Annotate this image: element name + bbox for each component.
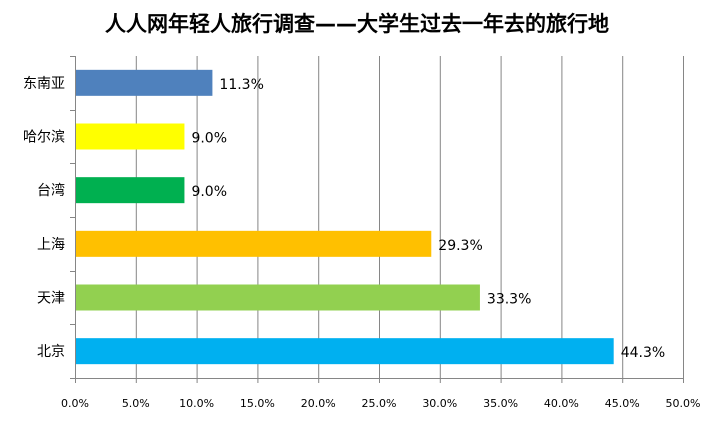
data-label: 44.3% (621, 345, 665, 361)
bar-北京 (76, 338, 614, 365)
category-label: 哈尔滨 (23, 130, 65, 146)
bar-台湾 (76, 177, 185, 204)
category-label: 北京 (37, 344, 65, 360)
x-tick-label: 20.0% (301, 397, 336, 410)
data-label: 29.3% (438, 238, 482, 254)
x-tick-label: 25.0% (362, 397, 397, 410)
category-label: 天津 (37, 291, 65, 307)
category-label: 台湾 (37, 182, 65, 199)
data-label: 9.0% (191, 184, 227, 200)
x-tick-label: 5.0% (122, 397, 150, 410)
category-label: 东南亚 (23, 76, 65, 92)
data-label: 11.3% (219, 77, 263, 93)
category-label: 上海 (37, 237, 65, 253)
data-label: 33.3% (487, 292, 531, 308)
data-label: 9.0% (191, 131, 227, 147)
x-tick-label: 40.0% (544, 397, 579, 410)
x-tick-label: 0.0% (61, 397, 89, 410)
bar-东南亚 (76, 69, 213, 96)
x-tick-label: 30.0% (422, 397, 457, 410)
x-tick-label: 15.0% (240, 397, 275, 410)
bar-哈尔滨 (76, 123, 185, 150)
bar-上海 (76, 230, 432, 257)
x-tick-label: 10.0% (179, 397, 214, 410)
x-tick-label: 45.0% (605, 397, 640, 410)
chart-title: 人人网年轻人旅行调查——大学生过去一年去的旅行地 (105, 12, 609, 36)
bar-天津 (76, 284, 480, 311)
x-tick-label: 50.0% (666, 397, 701, 410)
x-tick-label: 35.0% (483, 397, 518, 410)
